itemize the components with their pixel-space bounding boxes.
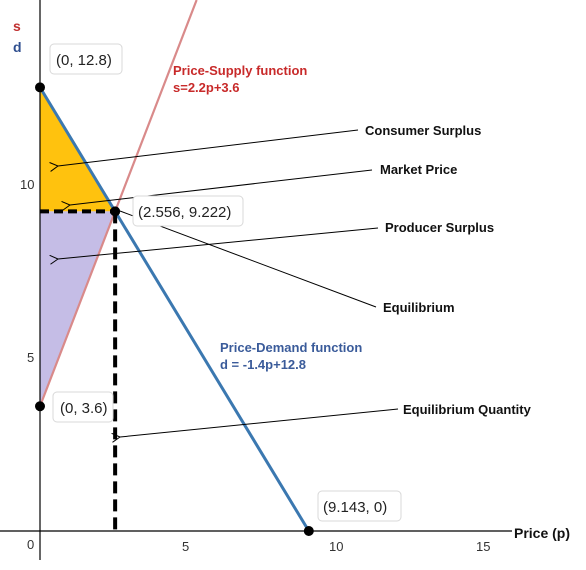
demand-intercept-point — [35, 82, 45, 93]
consumer-surplus-pointer — [58, 129, 359, 166]
equilibrium-pointer — [119, 210, 377, 308]
equilibrium-point — [110, 206, 121, 217]
market-price-pointer — [70, 169, 373, 205]
x-tick-label: 15 — [476, 539, 490, 554]
y-tick-label: 5 — [27, 350, 34, 365]
supply-line — [38, 0, 198, 407]
equilibrium-quantity-label: Equilibrium Quantity — [403, 402, 532, 417]
demand-function-equation: d = -1.4p+12.8 — [220, 357, 306, 372]
point-label-box — [132, 195, 244, 227]
market-price-label: Market Price — [380, 162, 457, 177]
point-label-box — [49, 43, 123, 75]
demand-function-title: Price-Demand function — [220, 340, 362, 355]
x-axis-label: Price (p) — [514, 525, 570, 541]
s-axis-label: s — [13, 18, 21, 34]
point-label-demand-x-intercept: (9.143, 0) — [323, 499, 387, 516]
demand-x-intercept-point — [303, 526, 314, 536]
x-tick-label: 10 — [329, 539, 343, 554]
point-label-box — [52, 391, 114, 423]
x-tick-label: 0 — [27, 537, 34, 552]
point-label-demand-intercept: (0, 12.8) — [56, 52, 112, 69]
d-axis-label: d — [13, 39, 22, 55]
x-tick-label: 5 — [182, 539, 189, 554]
producer-surplus-label: Producer Surplus — [385, 220, 494, 235]
point-label-supply-intercept: (0, 3.6) — [60, 400, 108, 417]
equilibrium-label: Equilibrium — [383, 300, 455, 315]
equilibrium-quantity-pointer — [120, 408, 399, 437]
supply-function-equation: s=2.2p+3.6 — [173, 80, 240, 95]
supply-intercept-point — [35, 401, 45, 412]
supply-function-title: Price-Supply function — [173, 63, 307, 78]
demand-line — [38, 86, 311, 532]
y-tick-label: 10 — [20, 177, 34, 192]
consumer-surplus-label: Consumer Surplus — [365, 123, 481, 138]
producer-surplus-pointer — [58, 227, 379, 259]
point-label-box — [317, 490, 402, 522]
point-label-equilibrium: (2.556, 9.222) — [138, 204, 231, 221]
